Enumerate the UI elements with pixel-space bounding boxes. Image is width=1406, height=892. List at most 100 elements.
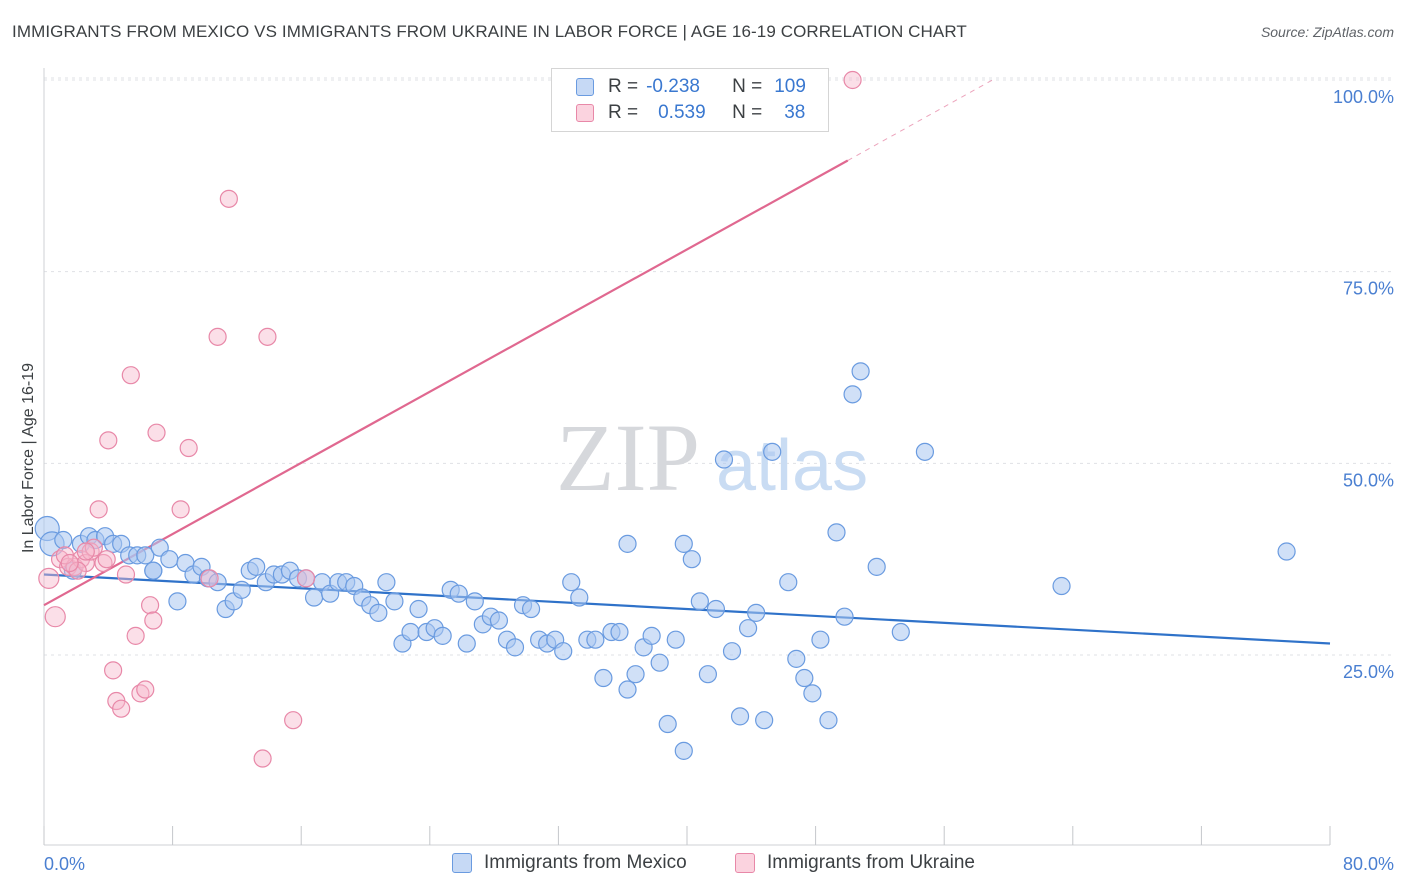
trend-line-ukraine — [43, 159, 849, 607]
ukraine-point — [144, 611, 163, 630]
mexico-point — [554, 642, 573, 661]
mexico-point — [698, 665, 717, 684]
mexico-n-value: 109 — [774, 76, 806, 97]
mexico-point — [586, 630, 605, 649]
legend-row-mexico: R = -0.238 N = 109 — [576, 75, 806, 99]
mexico-point — [803, 684, 822, 703]
mexico-point — [851, 362, 870, 381]
mexico-point — [819, 711, 838, 730]
mexico-point — [747, 603, 766, 622]
mexico-point — [755, 711, 774, 730]
legend-label-ukraine: Immigrants from Ukraine — [767, 852, 975, 873]
x-tick-label: 80.0% — [1343, 854, 1394, 874]
mexico-point — [915, 442, 935, 461]
y-tick-labels: 25.0% 50.0% 75.0% 100.0% — [1333, 87, 1394, 682]
mexico-point — [690, 592, 709, 611]
ukraine-point — [104, 661, 123, 680]
ukraine-point — [147, 423, 166, 442]
mexico-point — [730, 707, 750, 726]
mexico-point — [168, 592, 187, 611]
mexico-point — [385, 592, 404, 611]
ukraine-point — [284, 711, 303, 730]
mexico-point — [247, 557, 266, 576]
mexico-point — [304, 588, 324, 607]
ukraine-point — [60, 553, 79, 573]
ukraine-swatch — [576, 104, 594, 122]
mexico-point — [618, 680, 637, 699]
y-tick-label: 75.0% — [1343, 279, 1394, 299]
legend-label-mexico: Immigrants from Mexico — [484, 852, 687, 873]
mexico-point — [505, 638, 525, 657]
watermark: ZIP atlas — [556, 404, 868, 511]
mexico-point — [650, 653, 669, 672]
mexico-point — [738, 619, 758, 638]
mexico-point — [409, 599, 428, 619]
mexico-point — [610, 622, 629, 642]
ukraine-point — [38, 567, 60, 589]
mexico-point — [136, 546, 155, 565]
mexico-point — [706, 599, 726, 619]
axes — [43, 68, 1331, 846]
watermark-zip: ZIP — [556, 404, 700, 511]
mexico-point — [835, 607, 854, 626]
ukraine-point — [179, 438, 198, 458]
ukraine-point — [116, 565, 136, 584]
mexico-point — [54, 530, 73, 550]
mexico-point — [779, 573, 798, 592]
ukraine-point — [219, 189, 238, 208]
mexico-point — [1277, 542, 1296, 561]
mexico-point — [674, 534, 693, 553]
mexico-point — [682, 550, 701, 569]
mexico-point — [787, 649, 806, 668]
y-tick-label: 25.0% — [1343, 662, 1394, 682]
mexico-point — [658, 714, 677, 734]
mexico-point — [369, 603, 388, 622]
mexico-point — [811, 630, 830, 649]
ukraine-point — [136, 680, 155, 699]
mexico-point — [722, 642, 742, 661]
ukraine-n-value: 38 — [784, 102, 806, 123]
ukraine-point — [76, 542, 95, 561]
mexico-point — [449, 584, 468, 603]
legend-row-ukraine: R = 0.539 N = 38 — [576, 101, 805, 125]
mexico-point — [144, 561, 163, 580]
ukraine-point — [253, 749, 272, 768]
mexico-point — [843, 385, 862, 404]
mexico-point — [465, 592, 484, 611]
r-label: R = — [608, 76, 639, 97]
mexico-swatch — [576, 78, 594, 96]
mexico-point — [763, 442, 782, 461]
mexico-legend-swatch — [452, 853, 472, 873]
mexico-point — [827, 523, 846, 542]
ukraine-point — [121, 366, 140, 385]
y-tick-label: 100.0% — [1333, 87, 1394, 107]
ukraine-point — [99, 431, 118, 450]
mexico-point — [867, 557, 886, 576]
trend-line-ukraine-extension — [847, 79, 993, 161]
ukraine-point — [843, 70, 862, 90]
ukraine-point — [126, 626, 145, 645]
mexico-point — [433, 626, 452, 645]
mexico-point — [618, 534, 637, 553]
ukraine-point — [208, 327, 227, 346]
n-label: N = — [732, 76, 763, 97]
ukraine-point — [89, 500, 108, 519]
mexico-point — [489, 611, 509, 630]
mexico-point — [377, 573, 396, 592]
mexico-point — [562, 573, 581, 592]
mexico-point — [642, 626, 661, 645]
ukraine-point — [140, 596, 160, 615]
mexico-point — [594, 668, 613, 688]
mexico-point — [626, 665, 645, 684]
mexico-point — [232, 580, 251, 599]
mexico-point — [457, 634, 476, 653]
ukraine-point — [258, 327, 277, 346]
mexico-point — [666, 630, 685, 649]
r-label: R = — [608, 102, 639, 123]
mexico-point — [1052, 576, 1071, 596]
legend-item-mexico: Immigrants from Mexico — [452, 852, 687, 874]
mexico-point — [401, 622, 420, 642]
ukraine-point — [171, 500, 190, 519]
y-tick-label: 50.0% — [1343, 470, 1394, 490]
mexico-point — [521, 599, 541, 619]
